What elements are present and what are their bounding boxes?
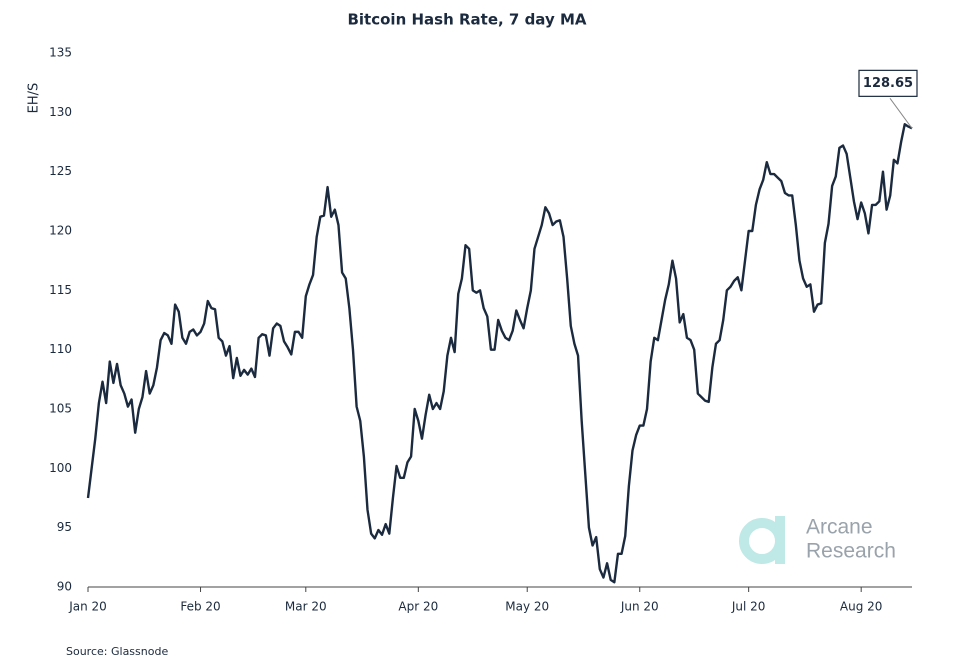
y-tick-label: 90 [57,580,72,594]
line [86,123,913,584]
x-tick-label: Apr 20 [398,600,438,614]
source: Source: Glassnode [66,645,168,658]
y-tick-label: 135 [49,46,72,60]
y-tick-label: 125 [49,164,72,178]
x-tick-label: Jan 20 [68,600,107,614]
y-tick-label: 105 [49,402,72,416]
x-tick-label: Jul 20 [731,600,766,614]
y-tick-label: 100 [49,461,72,475]
x-tick-label: Jun 20 [620,600,659,614]
x-tick-label: Mar 20 [285,600,327,614]
watermark-logo [739,516,785,564]
y-tick-label: 115 [49,283,72,297]
logo-bar [775,516,785,564]
y-tick-label: 110 [49,342,72,356]
y-tick-label: 130 [49,105,72,119]
annotation-leader [889,98,913,129]
y-axis-label: EH/S [27,83,42,114]
annotation-box [858,69,918,97]
x-tick-label: Feb 20 [180,600,220,614]
y-tick-label: 95 [57,520,72,534]
logo-ring [739,518,785,564]
y-tick-label: 120 [49,224,72,238]
watermark-text: Arcane [806,516,873,539]
x-tick-label: May 20 [505,600,549,614]
chart-title: Bitcoin Hash Rate, 7 day MA [347,11,586,29]
watermark-text: Research [806,540,896,563]
annotation: 128.65 [863,76,913,91]
x-tick-label: Aug 20 [840,600,883,614]
